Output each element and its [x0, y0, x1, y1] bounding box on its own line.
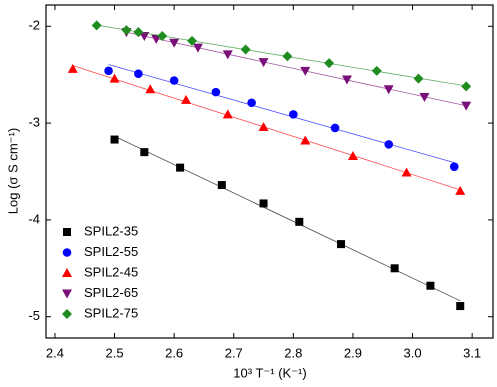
marker [258, 121, 269, 131]
marker [456, 302, 465, 311]
marker [139, 31, 150, 41]
marker [222, 50, 233, 60]
marker [140, 148, 149, 157]
legend-label: SPIL2-45 [84, 264, 138, 279]
marker [390, 264, 399, 273]
marker [157, 30, 168, 41]
legend-marker [62, 248, 72, 257]
marker [384, 140, 394, 149]
marker [169, 76, 179, 85]
x-axis-label: 10³ T⁻¹ (K⁻¹) [233, 365, 306, 380]
marker [104, 66, 113, 76]
legend-marker [62, 309, 72, 319]
marker [91, 20, 102, 31]
marker [222, 109, 233, 119]
legend-marker [62, 289, 72, 299]
y-tick-label: -4 [28, 211, 40, 226]
marker [371, 65, 382, 76]
marker [258, 58, 269, 68]
marker [247, 98, 256, 108]
marker [187, 35, 198, 46]
marker [449, 162, 459, 171]
marker [419, 92, 430, 102]
marker [181, 94, 192, 104]
fit-line [126, 31, 467, 107]
x-tick-label: 2.9 [344, 345, 362, 360]
legend-marker [63, 228, 71, 236]
legend-label: SPIL2-75 [84, 305, 138, 320]
marker [134, 69, 143, 79]
y-tick-label: -3 [28, 115, 40, 130]
y-tick-label: -5 [28, 308, 40, 323]
marker [289, 110, 298, 119]
marker [461, 81, 472, 92]
legend-label: SPIL2-35 [84, 223, 138, 238]
x-tick-label: 2.4 [46, 345, 64, 360]
x-tick-label: 3.1 [463, 345, 481, 360]
marker [282, 51, 293, 62]
legend-label: SPIL2-55 [84, 244, 138, 259]
marker [109, 73, 120, 83]
plot-frame [45, 4, 494, 339]
y-tick-label: -2 [28, 18, 40, 33]
marker [337, 240, 346, 249]
fit-line [108, 64, 455, 164]
marker [383, 85, 394, 95]
marker [176, 163, 185, 172]
marker [426, 281, 435, 290]
marker [295, 217, 304, 226]
marker [259, 199, 268, 208]
x-tick-label: 2.8 [284, 345, 302, 360]
marker [67, 63, 78, 73]
marker [217, 181, 226, 190]
marker [341, 75, 352, 85]
x-tick-label: 2.7 [225, 345, 243, 360]
marker [401, 167, 412, 177]
marker [461, 101, 472, 111]
marker [347, 151, 358, 161]
legend-label: SPIL2-65 [84, 285, 138, 300]
marker [211, 87, 221, 97]
marker [240, 44, 251, 55]
marker [169, 38, 180, 48]
x-tick-label: 3.0 [404, 345, 422, 360]
marker [330, 123, 340, 133]
x-tick-label: 2.6 [165, 345, 183, 360]
x-tick-label: 2.5 [106, 345, 124, 360]
marker [133, 27, 144, 38]
fit-line [114, 135, 461, 302]
legend-marker [62, 268, 72, 277]
marker [145, 84, 156, 94]
y-axis-label: Log (σ S cm⁻¹) [5, 128, 20, 214]
marker [300, 66, 311, 76]
marker [110, 135, 119, 144]
marker [413, 73, 424, 84]
marker [192, 43, 203, 53]
marker [300, 135, 311, 145]
marker [324, 58, 335, 69]
marker [455, 185, 466, 195]
marker [121, 25, 132, 36]
